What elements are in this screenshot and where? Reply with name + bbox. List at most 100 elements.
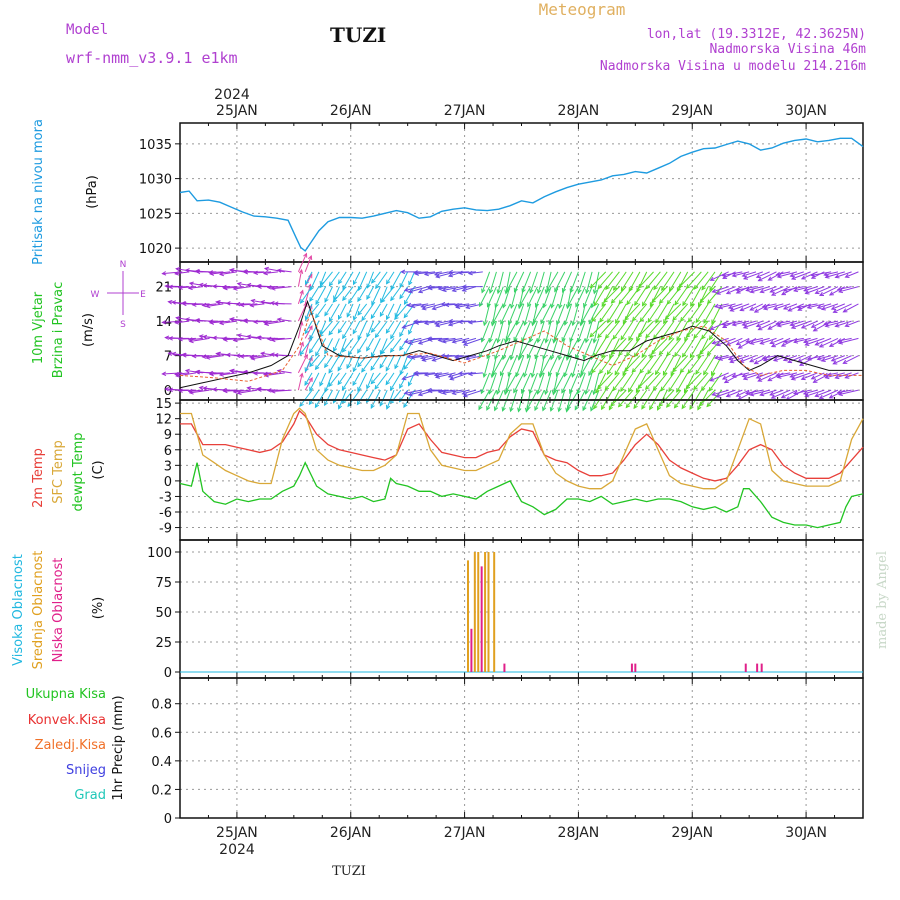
wind-arrow bbox=[577, 271, 586, 293]
wind-arrow bbox=[593, 271, 600, 294]
wind-arrowhead bbox=[657, 405, 662, 411]
wind-arrowhead bbox=[721, 321, 727, 327]
wind-arrow bbox=[672, 303, 689, 321]
wind-arrowhead bbox=[800, 375, 806, 381]
wind-arrowhead bbox=[462, 393, 468, 398]
wind-arrowhead bbox=[589, 332, 595, 338]
wind-arrowhead bbox=[370, 314, 376, 320]
wind-arrowhead bbox=[725, 393, 731, 398]
wind-arrow bbox=[366, 271, 374, 288]
wind-arrow bbox=[811, 320, 825, 328]
wind-arrow bbox=[591, 286, 600, 308]
sfc-temp-line bbox=[180, 407, 864, 490]
wind-arrowhead bbox=[605, 285, 610, 291]
wind-arrow bbox=[488, 372, 497, 394]
wind-arrowhead bbox=[371, 278, 376, 284]
wind-arrowhead bbox=[584, 389, 589, 395]
wind-arrow bbox=[304, 255, 312, 273]
wind-arrow bbox=[722, 320, 736, 328]
wind-arrow bbox=[314, 389, 327, 408]
wind-arrow bbox=[685, 320, 702, 338]
wind-arrow bbox=[408, 389, 429, 396]
wind-arrowhead bbox=[324, 387, 329, 393]
wind-arrow bbox=[773, 355, 791, 362]
credit-watermark: made by Angel bbox=[875, 551, 890, 649]
wind-arrow bbox=[390, 271, 402, 290]
wind-arrow bbox=[379, 303, 388, 317]
wind-arrow bbox=[645, 320, 661, 339]
wind-arrow bbox=[299, 338, 313, 355]
wind-arrowhead bbox=[757, 326, 763, 331]
wind-arrowhead bbox=[819, 291, 825, 296]
wind-arrowhead bbox=[749, 306, 755, 311]
wind-arrow bbox=[655, 355, 668, 375]
wind-arrowhead bbox=[496, 390, 501, 396]
wind-arrowhead bbox=[790, 275, 796, 280]
wind-arrowhead bbox=[601, 302, 606, 308]
wind-arrow bbox=[569, 320, 579, 342]
wind-arrowhead bbox=[273, 352, 279, 358]
wind-arrow bbox=[516, 303, 525, 325]
wind-arrowhead bbox=[390, 285, 395, 291]
wind-arrow bbox=[374, 372, 388, 390]
wind-arrow bbox=[768, 271, 784, 281]
wind-arrowhead bbox=[352, 315, 358, 321]
wind-arrowhead bbox=[631, 368, 637, 374]
wind-arrowhead bbox=[467, 270, 473, 276]
wind-arrow bbox=[626, 338, 641, 357]
wind-arrowhead bbox=[177, 336, 183, 342]
ytick-label: -6 bbox=[159, 506, 172, 521]
wind-arrow bbox=[481, 271, 491, 293]
wind-arrow bbox=[175, 372, 190, 375]
wind-arrow bbox=[563, 355, 573, 377]
wind-arrowhead bbox=[668, 286, 674, 292]
wind-arrow bbox=[250, 355, 265, 358]
wind-arrowhead bbox=[505, 336, 510, 342]
wind-arrowhead bbox=[781, 291, 786, 296]
wind-arrowhead bbox=[610, 401, 615, 407]
wind-arrowhead bbox=[431, 305, 437, 311]
wind-arrow bbox=[324, 338, 333, 354]
wind-arrow bbox=[333, 286, 340, 300]
wind-arrowhead bbox=[408, 329, 413, 335]
wind-arrow bbox=[370, 355, 381, 371]
wind-arrow bbox=[770, 337, 784, 344]
wind-arrow bbox=[506, 271, 518, 292]
wind-arrow bbox=[585, 372, 593, 395]
wind-arrowhead bbox=[352, 329, 357, 335]
wind-arrow bbox=[188, 286, 203, 289]
wind-arrowhead bbox=[649, 405, 654, 411]
wind-arrowhead bbox=[745, 339, 751, 344]
ytick-label: 25 bbox=[155, 636, 172, 651]
wind-arrowhead bbox=[348, 299, 353, 305]
wind-arrow bbox=[791, 320, 811, 329]
wind-arrowhead bbox=[246, 282, 252, 288]
precip-unit: 1hr Precip (mm) bbox=[111, 695, 126, 800]
wind-arrowhead bbox=[379, 312, 384, 318]
wind-arrowhead bbox=[202, 386, 208, 391]
wind-arrowhead bbox=[437, 286, 443, 291]
wind-arrow bbox=[777, 320, 798, 327]
wind-arrowhead bbox=[674, 300, 679, 306]
wind-arrowhead bbox=[674, 352, 679, 358]
wind-arrowhead bbox=[513, 388, 518, 394]
wind-arrowhead bbox=[515, 320, 520, 326]
wind-arrow bbox=[324, 372, 334, 392]
wind-arrowhead bbox=[544, 289, 550, 295]
wind-arrowhead bbox=[741, 272, 747, 278]
wind-arrow bbox=[589, 320, 607, 338]
wind-arrow bbox=[746, 286, 763, 291]
wind-arrowhead bbox=[215, 300, 221, 305]
wind-arrowhead bbox=[500, 319, 505, 325]
wind-arrowhead bbox=[655, 318, 660, 324]
wind-arrow bbox=[390, 286, 402, 301]
ytick-label: 0.6 bbox=[151, 726, 172, 741]
wind-arrowhead bbox=[191, 353, 197, 359]
wind-arrow bbox=[250, 303, 265, 307]
wind-arrow bbox=[371, 338, 381, 357]
wind-arrowhead bbox=[830, 305, 836, 310]
wind-arrowhead bbox=[299, 289, 304, 295]
temp-ylabel-dew: dewpt Temp bbox=[71, 432, 86, 511]
wind-arrowhead bbox=[260, 351, 265, 357]
wind-arrowhead bbox=[177, 388, 183, 393]
